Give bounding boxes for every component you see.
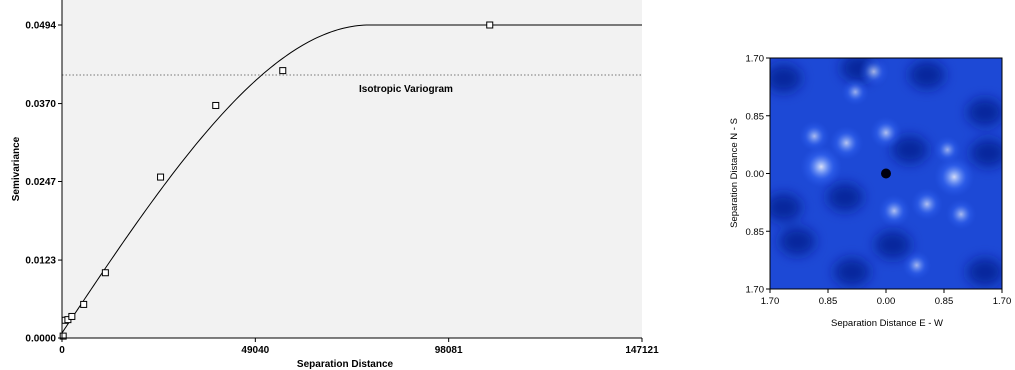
map-x-tick-label: 0.85 xyxy=(819,296,838,307)
x-ticks: 0 49040 98081 147121 xyxy=(59,338,659,356)
x-tick-label: 0 xyxy=(59,345,65,356)
data-point xyxy=(101,269,109,277)
map-peaks xyxy=(799,58,977,280)
x-tick-label: 98081 xyxy=(435,345,463,356)
data-point xyxy=(157,173,165,181)
map-x-tick-label: 0.85 xyxy=(935,296,954,307)
map-y-tick-label: 0.85 xyxy=(746,111,765,122)
annotation-label: Isotropic Variogram xyxy=(359,84,453,95)
x-tick-label: 147121 xyxy=(625,345,659,356)
data-point xyxy=(80,300,88,308)
map-x-ticks: 1.70 0.85 0.00 0.85 1.70 xyxy=(761,289,1012,307)
map-low-zone xyxy=(908,60,945,89)
plot-area xyxy=(62,0,642,338)
y-axis-label: Semivariance xyxy=(11,136,22,201)
map-low-zone xyxy=(779,227,816,256)
map-center xyxy=(881,168,891,179)
map-low-zone xyxy=(827,183,864,212)
map-peak xyxy=(902,250,932,280)
map-low-zone xyxy=(970,139,1002,168)
y-tick-label: 0.0000 xyxy=(25,334,56,345)
map-y-tick-label: 0.00 xyxy=(746,169,765,180)
map-peak xyxy=(858,58,889,87)
map-y-tick-label: 0.85 xyxy=(746,227,765,238)
map-peak xyxy=(878,194,911,227)
map-peak xyxy=(870,116,902,149)
data-point xyxy=(486,21,494,29)
map-surface xyxy=(770,58,1002,289)
data-points xyxy=(59,21,494,340)
map-y-tick-label: 1.70 xyxy=(746,54,765,65)
data-point xyxy=(279,67,287,75)
map-x-tick-label: 1.70 xyxy=(993,296,1012,307)
map-y-ticks: 1.70 0.85 0.00 0.85 1.70 xyxy=(746,54,770,296)
map-y-tick-label: 1.70 xyxy=(746,285,765,296)
map-low-zones xyxy=(770,58,1002,287)
map-peak xyxy=(800,145,842,188)
map-peak xyxy=(841,78,869,106)
map-x-tick-label: 1.70 xyxy=(761,296,780,307)
map-low-zone xyxy=(770,64,802,93)
y-ticks: 0.0000 0.0123 0.0247 0.0370 0.0494 xyxy=(25,21,62,345)
map-low-zone xyxy=(833,258,870,287)
x-tick-label: 49040 xyxy=(241,345,269,356)
map-peak xyxy=(945,199,977,230)
map-peak xyxy=(934,156,975,197)
map-x-tick-label: 0.00 xyxy=(877,296,896,307)
y-tick-label: 0.0494 xyxy=(25,21,56,32)
map-x-axis-label: Separation Distance E - W xyxy=(831,318,943,329)
map-peak xyxy=(910,188,943,221)
variogram-chart: 0.0000 0.0123 0.0247 0.0370 0.0494 0 49040 980… xyxy=(11,0,659,370)
map-low-zone xyxy=(770,193,802,222)
map-peak xyxy=(829,126,864,160)
data-point xyxy=(59,332,67,340)
data-point xyxy=(212,101,220,109)
map-peak xyxy=(799,120,830,152)
x-axis-label: Separation Distance xyxy=(297,359,394,370)
map-low-zone xyxy=(874,230,911,259)
map-peak xyxy=(933,136,962,164)
data-point xyxy=(68,312,76,320)
map-low-zone xyxy=(891,135,928,164)
variogram-map: 1.70 0.85 0.00 0.85 1.70 1.700.850.000.851.7… xyxy=(729,54,1011,330)
model-curve xyxy=(61,24,642,334)
map-low-zone xyxy=(966,98,1002,127)
y-tick-label: 0.0370 xyxy=(25,99,56,110)
map-y-axis-label: Separation Distance N - S xyxy=(729,118,740,228)
map-low-zone xyxy=(966,258,1002,287)
y-tick-label: 0.0247 xyxy=(25,177,56,188)
y-tick-label: 0.0123 xyxy=(25,256,56,267)
